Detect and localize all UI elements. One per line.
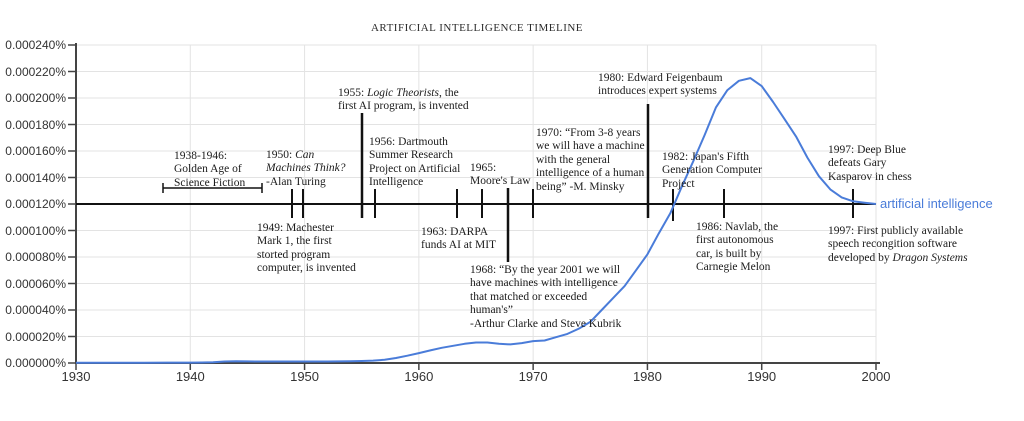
y-axis-tick-label: 0.000080% [5, 250, 66, 264]
annotation-darpa: 1963: DARPA funds AI at MIT [421, 226, 496, 253]
annotation-logic-theorists: 1955: Logic Theorists, the first AI progr… [338, 87, 469, 114]
annotation-line: 1970: “From 3-8 years [536, 127, 641, 139]
y-axis-tick-label: 0.000100% [5, 223, 66, 238]
x-axis-tick-label: 1970 [518, 369, 548, 384]
annotation-line: storted program [257, 248, 331, 261]
annotation-line: -Alan Turing [266, 175, 326, 188]
y-axis-tick-label: 0.000160% [5, 144, 66, 158]
annotation-golden-age: 1938-1946: Golden Age of Science Fiction [174, 150, 245, 190]
annotation-line: defeats Gary [828, 157, 887, 170]
annotation-clarke-kubrik: 1968: “By the year 2001 we will have mach… [470, 264, 621, 331]
y-axis-tick-label: 0.000180% [5, 117, 66, 132]
annotation-line: 1965: [470, 162, 497, 174]
annotation-dartmouth: 1956: Dartmouth Summer Research Project on… [369, 136, 460, 190]
annotation-line: with the general [536, 153, 611, 166]
annotation-line: funds AI at MIT [421, 239, 497, 252]
y-axis-tick-label: 0.000040% [5, 303, 66, 317]
annotation-line: Moore's Law [470, 175, 531, 188]
annotation-line: Carnegie Melon [696, 261, 771, 274]
annotation-line: human's” [470, 304, 513, 317]
y-axis-tick-label: 0.000140% [5, 170, 66, 185]
chart-title: ARTIFICIAL INTELLIGENCE TIMELINE [370, 22, 584, 34]
annotation-line: car, is built by [696, 247, 762, 260]
y-axis-tick-label: 0.000240% [5, 38, 66, 52]
y-axis-tick-label: 0.000000% [5, 356, 66, 370]
annotation-line: Summer Research [369, 149, 453, 162]
annotation-line: 1956: Dartmouth [369, 136, 448, 148]
annotation-deep-blue: 1997: Deep Blue defeats Gary Kasparov in c… [828, 144, 912, 184]
annotation-line: Project [662, 177, 695, 190]
annotation-line: 1963: DARPA [421, 226, 488, 238]
annotation-line: Intelligence [369, 176, 424, 189]
x-axis-tick-label: 2000 [861, 369, 891, 384]
annotation-moores-law: 1965: Moore's Law [470, 162, 531, 189]
x-axis-tick-label: 1940 [175, 369, 205, 384]
annotation-line: 1997: First publicly available [828, 225, 964, 237]
annotation-line: 1982: Japan's Fifth [662, 151, 750, 163]
annotation-japan-fifth-gen: 1982: Japan's Fifth Generation Computer Pr… [662, 151, 762, 191]
x-axis-tick-label: 1980 [632, 369, 662, 384]
annotation-line: Machines Think? [266, 162, 346, 175]
annotation-line: Science Fiction [174, 176, 246, 189]
annotation-line: 1968: “By the year 2001 we will [470, 264, 621, 276]
annotation-navlab: 1986: Navlab, the first autonomous car, is… [696, 221, 778, 275]
annotation-feigenbaum: 1980: Edward Feigenbaum introduces expert… [598, 72, 723, 99]
annotation-line: 1986: Navlab, the [696, 221, 779, 233]
annotation-machester-mark-1: 1949: Machester Mark 1, the first storted … [257, 222, 356, 276]
x-axis-tick-label: 1960 [404, 369, 434, 384]
annotation-line: introduces expert systems [598, 85, 717, 98]
x-axis-tick-label: 1950 [290, 369, 320, 384]
annotation-line: Mark 1, the first [257, 235, 332, 248]
annotation-line: we will have a machine [536, 140, 645, 153]
annotation-line: first AI program, is invented [338, 100, 469, 113]
annotation-line: 1955: Logic Theorists, the [338, 87, 459, 99]
annotation-line: Generation Computer [662, 164, 762, 177]
annotation-line: first autonomous [696, 234, 774, 247]
x-axis-tick-label: 1990 [747, 369, 777, 384]
annotation-line: developed by Dragon Systems [828, 251, 968, 264]
annotation-line: -Arthur Clarke and Steve Kubrik [470, 317, 622, 330]
annotation-line: being” -M. Minsky [536, 180, 625, 193]
annotation-dragon-systems: 1997: First publicly available speech rec… [828, 225, 968, 265]
y-axis-tick-label: 0.000060% [5, 276, 66, 291]
annotation-line: 1980: Edward Feigenbaum [598, 72, 723, 84]
ngram-series-line [76, 77, 877, 364]
y-axis-tick-label: 0.000200% [5, 91, 66, 105]
y-axis-tick-label: 0.000120% [5, 197, 66, 211]
annotation-line: computer, is invented [257, 262, 356, 275]
annotation-line: Project on Artificial [369, 162, 461, 175]
x-axis-tick-label: 1930 [61, 369, 91, 384]
series-label: artificial intelligence [880, 196, 993, 211]
annotation-line: that matched or exceeded [470, 290, 588, 303]
y-axis-tick-label: 0.000220% [5, 64, 66, 79]
annotation-line: 1949: Machester [257, 222, 334, 234]
y-axis-tick-label: 0.000020% [5, 329, 66, 344]
annotation-line: 1997: Deep Blue [828, 144, 906, 156]
annotation-line: 1950: Can [266, 149, 315, 161]
annotation-can-machines-think: 1950: Can Machines Think? -Alan Turing [266, 149, 346, 189]
annotation-line: speech recongition software [828, 238, 958, 251]
annotation-minsky: 1970: “From 3-8 years we will have a mach… [536, 127, 645, 194]
annotation-line: Golden Age of [174, 163, 242, 176]
annotation-line: Kasparov in chess [828, 170, 912, 183]
annotation-line: intelligence of a human [536, 167, 645, 180]
annotation-line: 1938-1946: [174, 150, 228, 162]
annotation-line: have machines with intelligence [470, 277, 618, 290]
